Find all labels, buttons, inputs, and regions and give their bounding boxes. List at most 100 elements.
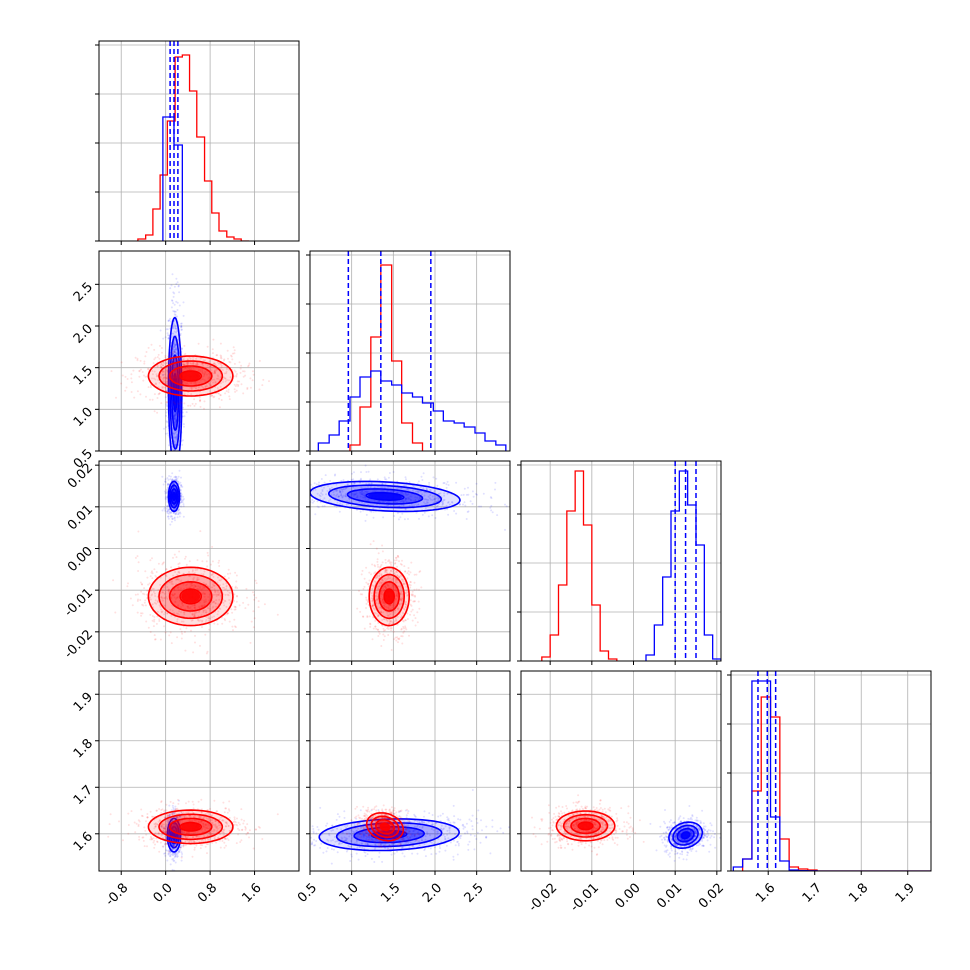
scatter-point: [422, 501, 425, 504]
scatter-point: [405, 497, 408, 500]
scatter-point: [165, 362, 168, 365]
scatter-point: [173, 812, 176, 815]
scatter-point: [441, 502, 444, 504]
scatter-point: [236, 373, 238, 375]
scatter-point: [203, 374, 206, 377]
scatter-point: [379, 595, 382, 598]
scatter-point: [174, 314, 177, 316]
scatter-point: [201, 626, 203, 629]
scatter-point: [472, 495, 475, 498]
contour-line-red: [179, 370, 202, 382]
scatter-point: [390, 586, 393, 589]
scatter-point: [209, 384, 212, 387]
scatter-point: [317, 506, 320, 509]
scatter-point: [377, 588, 380, 591]
scatter-point: [381, 598, 384, 601]
scatter-point: [375, 576, 378, 579]
scatter-point: [370, 573, 373, 576]
scatter-point: [384, 584, 387, 587]
scatter-point: [197, 386, 200, 389]
scatter-point: [489, 496, 492, 499]
scatter-point: [460, 494, 463, 497]
scatter-point: [189, 381, 191, 384]
scatter-point: [175, 556, 178, 559]
scatter-point: [210, 369, 213, 372]
scatter-point: [173, 414, 175, 417]
scatter-point: [374, 571, 377, 574]
scatter-point: [167, 509, 169, 512]
scatter-point: [233, 618, 236, 621]
scatter-point: [175, 348, 178, 351]
scatter-point: [395, 581, 398, 584]
scatter-point: [386, 569, 389, 572]
scatter-point: [381, 544, 384, 547]
scatter-point: [377, 628, 380, 631]
scatter-point: [311, 486, 314, 489]
scatter-point: [410, 604, 413, 607]
scatter-point: [403, 484, 406, 487]
scatter-point: [207, 596, 210, 598]
scatter-point: [376, 563, 379, 566]
scatter-point: [339, 491, 342, 494]
contour-line-blue: [171, 354, 180, 431]
scatter-point: [398, 637, 401, 640]
scatter-point: [191, 604, 194, 607]
scatter-point: [320, 492, 323, 495]
scatter-point: [178, 850, 181, 853]
scatter-point: [184, 367, 187, 370]
scatter-point: [207, 376, 210, 379]
scatter-point: [402, 583, 405, 586]
scatter-point: [167, 590, 170, 593]
scatter-point: [138, 369, 141, 372]
scatter-point: [388, 604, 391, 607]
scatter-point: [173, 330, 176, 333]
scatter-point: [359, 610, 362, 613]
scatter-point: [177, 284, 180, 287]
scatter-point: [178, 508, 181, 511]
scatter-point: [224, 619, 227, 622]
scatter-point: [180, 322, 183, 325]
scatter-point: [400, 635, 403, 638]
scatter-point: [204, 385, 207, 388]
scatter-point: [410, 610, 413, 613]
scatter-point: [167, 355, 170, 358]
scatter-point: [175, 327, 178, 330]
scatter-point: [176, 359, 179, 362]
scatter-point: [361, 490, 364, 493]
scatter-point: [174, 512, 177, 515]
scatter-point: [175, 352, 178, 355]
scatter-point: [176, 620, 179, 623]
scatter-point: [178, 610, 181, 613]
scatter-point: [421, 493, 424, 496]
scatter-point: [166, 457, 168, 459]
scatter-point: [232, 600, 235, 602]
scatter-point: [163, 376, 166, 379]
scatter-point: [340, 494, 343, 497]
scatter-point: [380, 592, 383, 595]
y-tick-label: 0.01: [65, 502, 96, 533]
scatter-point: [373, 608, 376, 611]
scatter-point: [395, 618, 398, 621]
scatter-point: [476, 493, 478, 496]
scatter-point: [141, 603, 144, 606]
scatter-point: [405, 601, 408, 603]
scatter-point: [408, 634, 410, 637]
scatter-point: [192, 651, 195, 654]
scatter-point: [401, 491, 404, 494]
scatter-point: [169, 389, 172, 391]
scatter-point: [192, 368, 195, 370]
scatter-point: [326, 489, 329, 492]
scatter-point: [378, 585, 381, 588]
scatter-point: [183, 382, 186, 385]
scatter-point: [400, 578, 403, 581]
scatter-point: [364, 490, 366, 493]
scatter-point: [236, 587, 239, 589]
scatter-point: [417, 491, 420, 494]
scatter-point: [386, 584, 389, 587]
scatter-point: [467, 486, 469, 489]
scatter-point: [393, 638, 396, 641]
scatter-point: [403, 565, 406, 568]
scatter-point: [399, 516, 402, 519]
scatter-point: [210, 394, 213, 397]
scatter-point: [174, 370, 176, 373]
